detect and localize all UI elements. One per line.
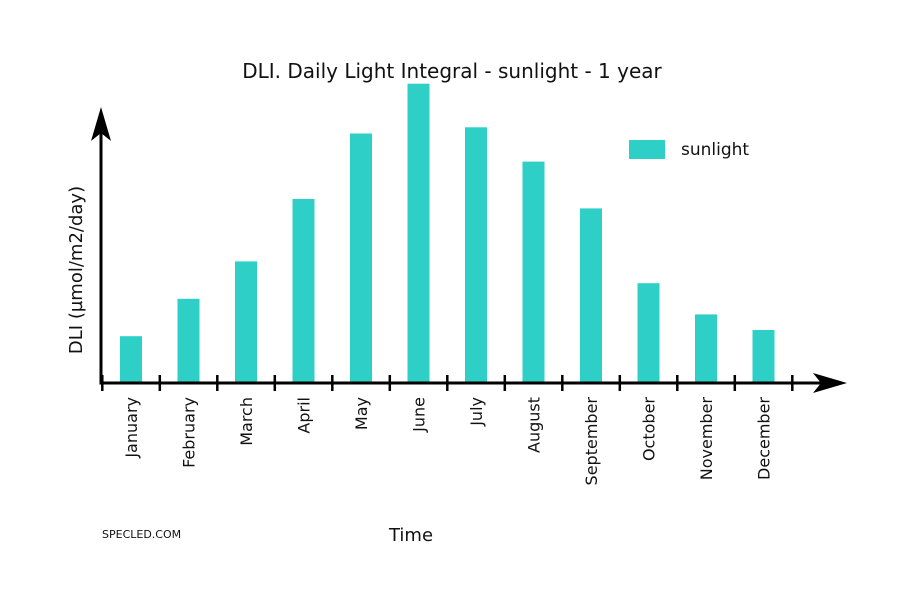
- bar-may: [350, 133, 372, 383]
- x-tick-labels-group: January February March April May June July Augu…: [122, 397, 774, 486]
- x-tick-label: April: [295, 397, 314, 434]
- y-axis-arrowhead: [91, 107, 111, 141]
- bar-june: [407, 83, 430, 383]
- bar-november: [695, 314, 717, 383]
- x-tick-label: May: [352, 397, 371, 430]
- brand-label: SPECLED.COM: [102, 528, 181, 541]
- legend: sunlight: [629, 140, 749, 160]
- x-tick-label: February: [180, 397, 199, 468]
- x-tick-label: June: [410, 397, 429, 433]
- x-tick-label: March: [237, 397, 256, 446]
- x-tick-label: January: [122, 397, 141, 459]
- bars-group: [120, 83, 775, 383]
- x-tick-label: August: [525, 397, 544, 453]
- bar-march: [235, 261, 257, 383]
- axes-group: [91, 107, 847, 393]
- bar-january: [120, 336, 142, 383]
- x-tick-label: July: [467, 397, 486, 427]
- x-axis-label: Time: [388, 525, 433, 546]
- bar-july: [465, 127, 487, 383]
- bar-october: [637, 283, 660, 383]
- legend-swatch-sunlight: [629, 140, 665, 159]
- x-ticks-group: [101, 375, 794, 391]
- bar-april: [292, 199, 315, 383]
- bar-august: [522, 161, 545, 383]
- legend-label-sunlight: sunlight: [681, 140, 749, 160]
- chart-title: DLI. Daily Light Integral - sunlight - 1…: [242, 59, 662, 83]
- x-tick-label: November: [697, 397, 716, 481]
- x-tick-label: December: [755, 397, 774, 480]
- x-tick-label: October: [640, 397, 659, 461]
- bar-september: [580, 208, 602, 383]
- x-tick-label: September: [582, 397, 601, 486]
- x-axis-arrowhead: [813, 373, 847, 393]
- y-axis-label: DLI (µmol/m2/day): [66, 186, 87, 354]
- bar-december: [752, 330, 775, 383]
- bar-february: [177, 298, 200, 383]
